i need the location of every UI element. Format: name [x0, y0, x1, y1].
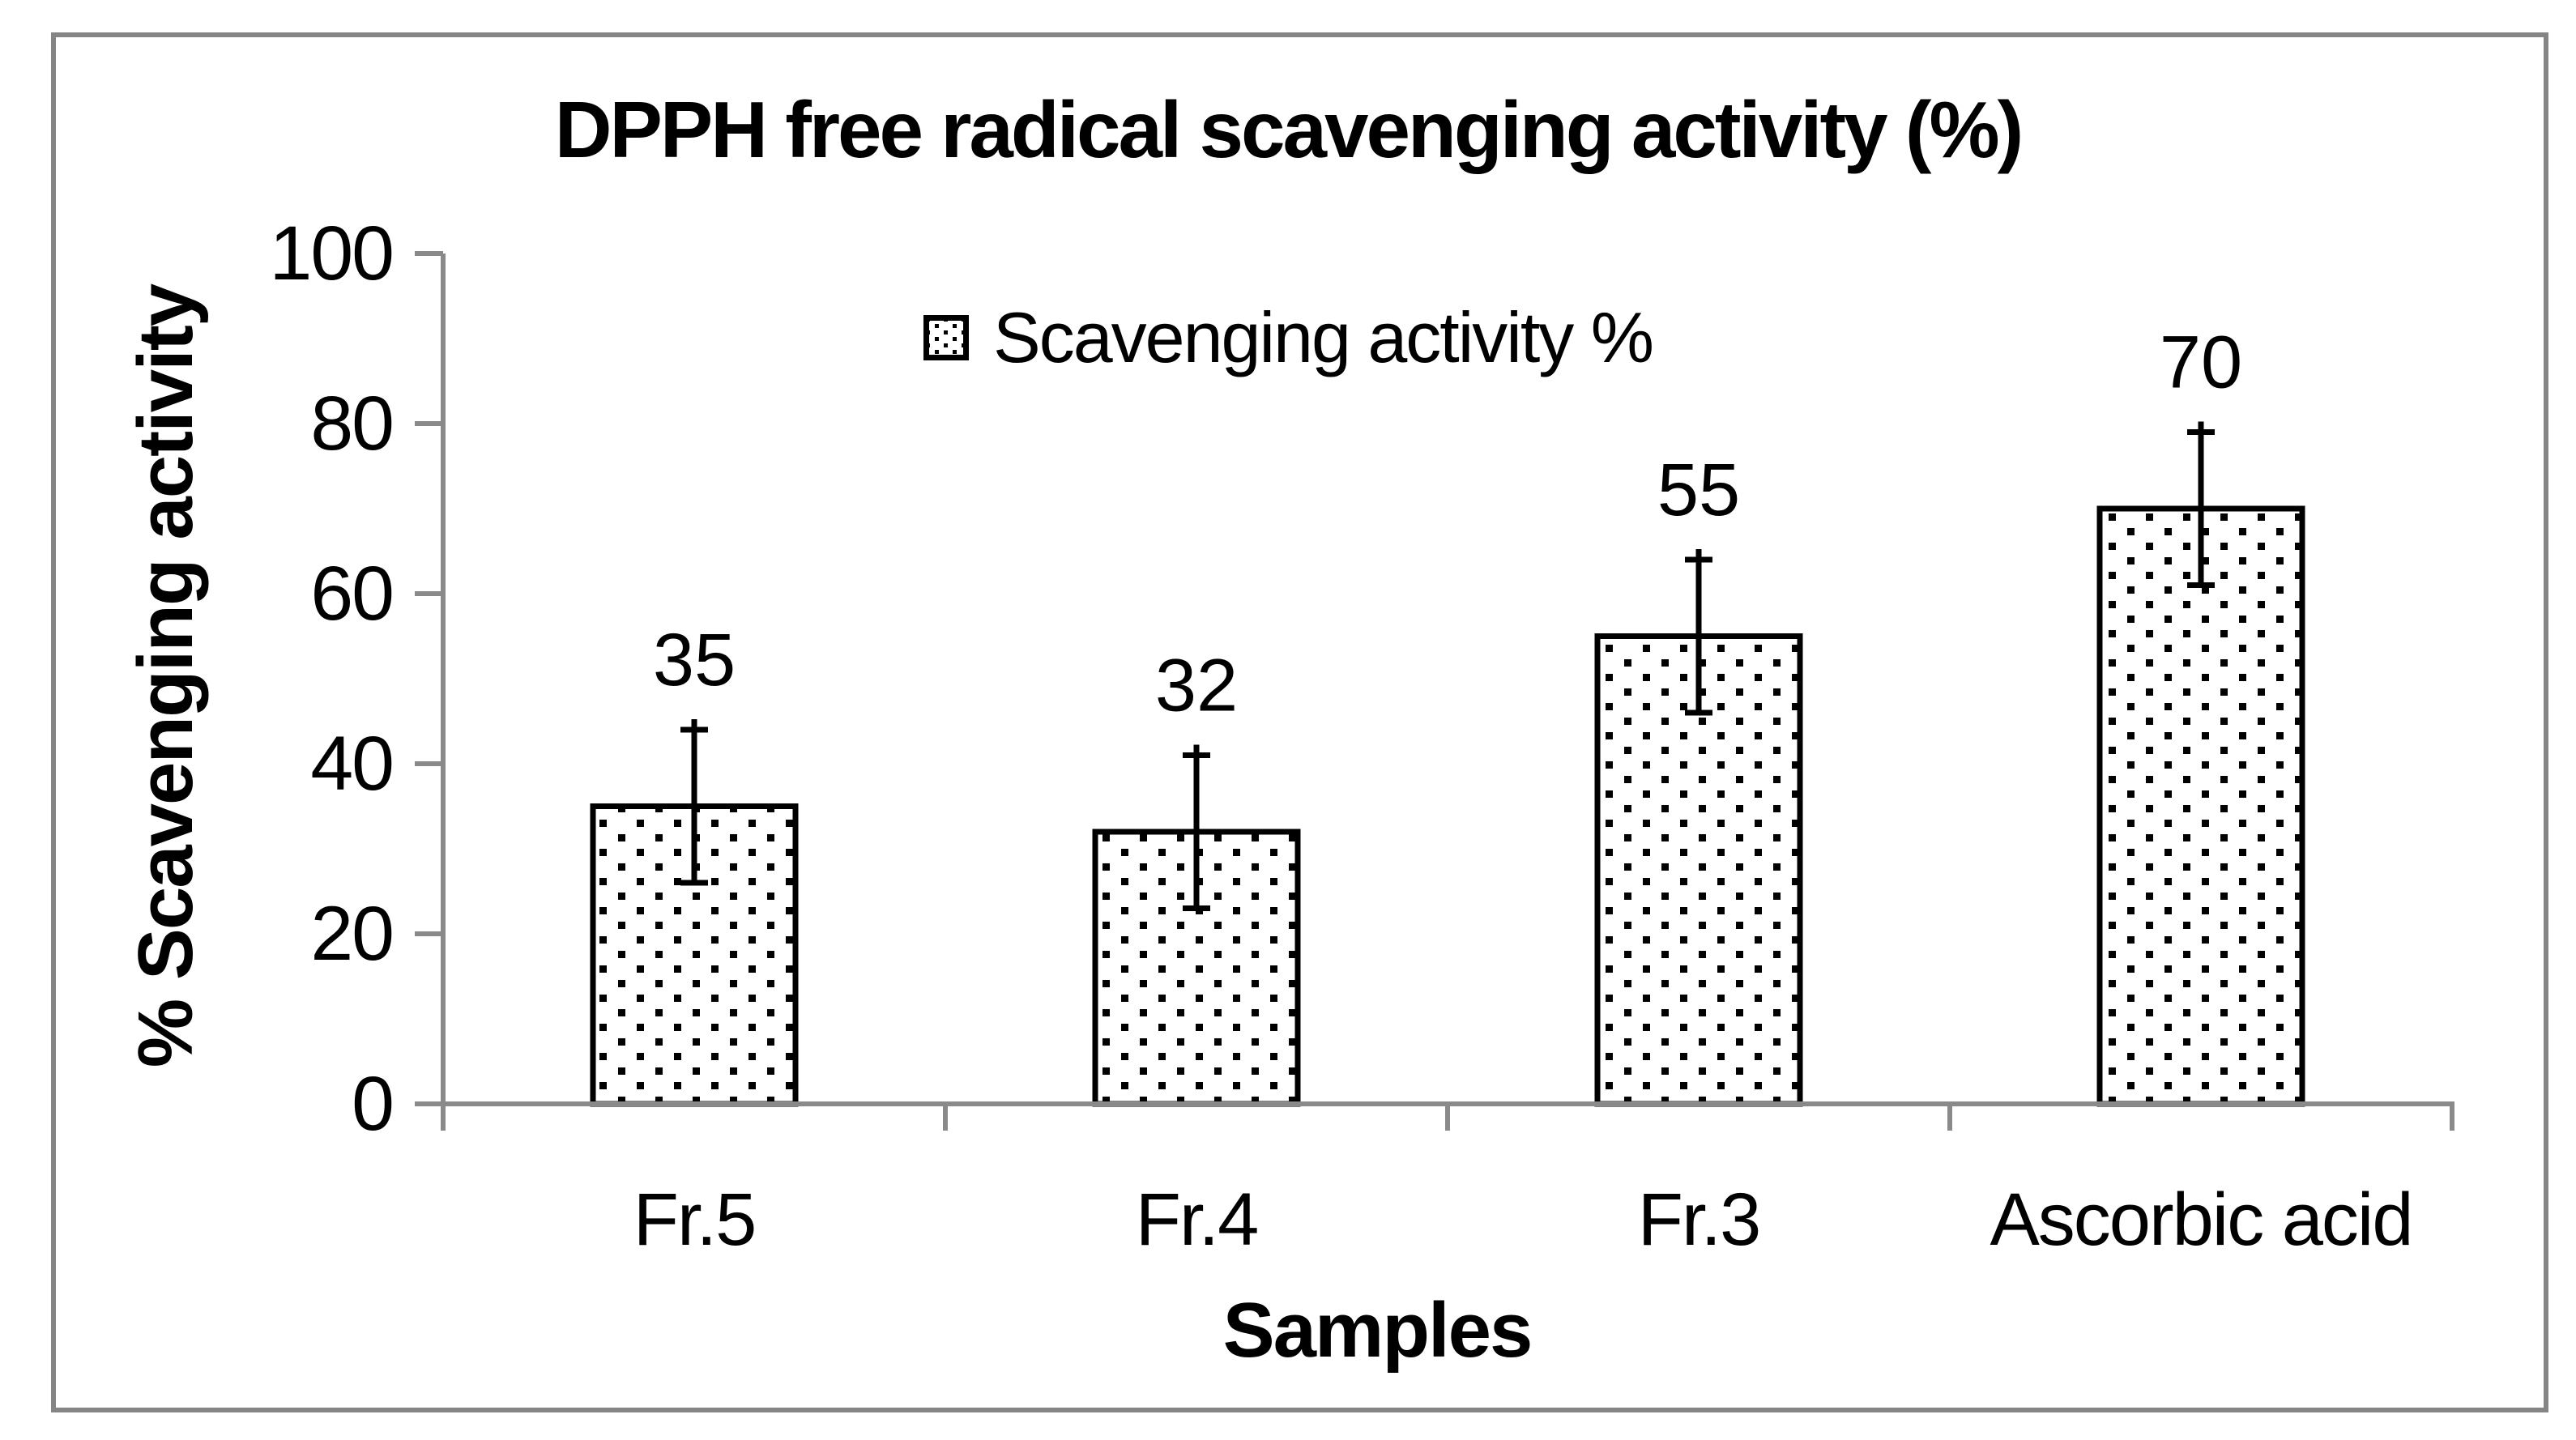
legend-swatch-icon: [923, 315, 969, 360]
y-tick-label-60: 60: [310, 551, 393, 637]
x-category-label-Fr.3: Fr.3: [1638, 1178, 1759, 1261]
value-label-Fr.4: 32: [1155, 645, 1238, 727]
x-category-label-Fr.4: Fr.4: [1136, 1178, 1257, 1261]
legend-label: Scavenging activity %: [993, 297, 1654, 377]
y-axis-title: % Scavenging activity: [122, 284, 209, 1068]
legend: Scavenging activity %: [0, 296, 2576, 379]
bar-Ascorbic acid: [2096, 505, 2305, 1107]
x-category-label-Ascorbic acid: Ascorbic acid: [1990, 1178, 2412, 1261]
value-label-Fr.5: 35: [653, 619, 736, 701]
y-tick-label-40: 40: [310, 721, 393, 807]
value-label-Ascorbic acid: 70: [2160, 322, 2242, 404]
value-label-Fr.3: 55: [1657, 449, 1740, 531]
y-tick-label-80: 80: [310, 381, 393, 467]
y-tick-label-0: 0: [352, 1061, 393, 1147]
chart-title: DPPH free radical scavenging activity (%…: [554, 85, 2024, 174]
x-category-label-Fr.5: Fr.5: [633, 1178, 755, 1261]
y-tick-label-20: 20: [310, 891, 393, 977]
y-tick-label-100: 100: [269, 211, 393, 296]
x-axis-title: Samples: [1222, 1287, 1533, 1374]
chart-frame: [51, 32, 2548, 1412]
